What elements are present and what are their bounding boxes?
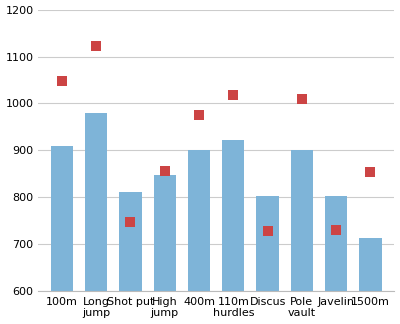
Bar	[222, 140, 244, 291]
Bar	[291, 150, 313, 291]
Bar	[256, 196, 279, 291]
Bar	[188, 150, 210, 291]
Bar	[359, 238, 382, 291]
Bar	[119, 192, 142, 291]
Bar	[85, 113, 107, 291]
Bar	[154, 175, 176, 291]
Bar	[51, 146, 73, 291]
Bar	[325, 196, 347, 291]
